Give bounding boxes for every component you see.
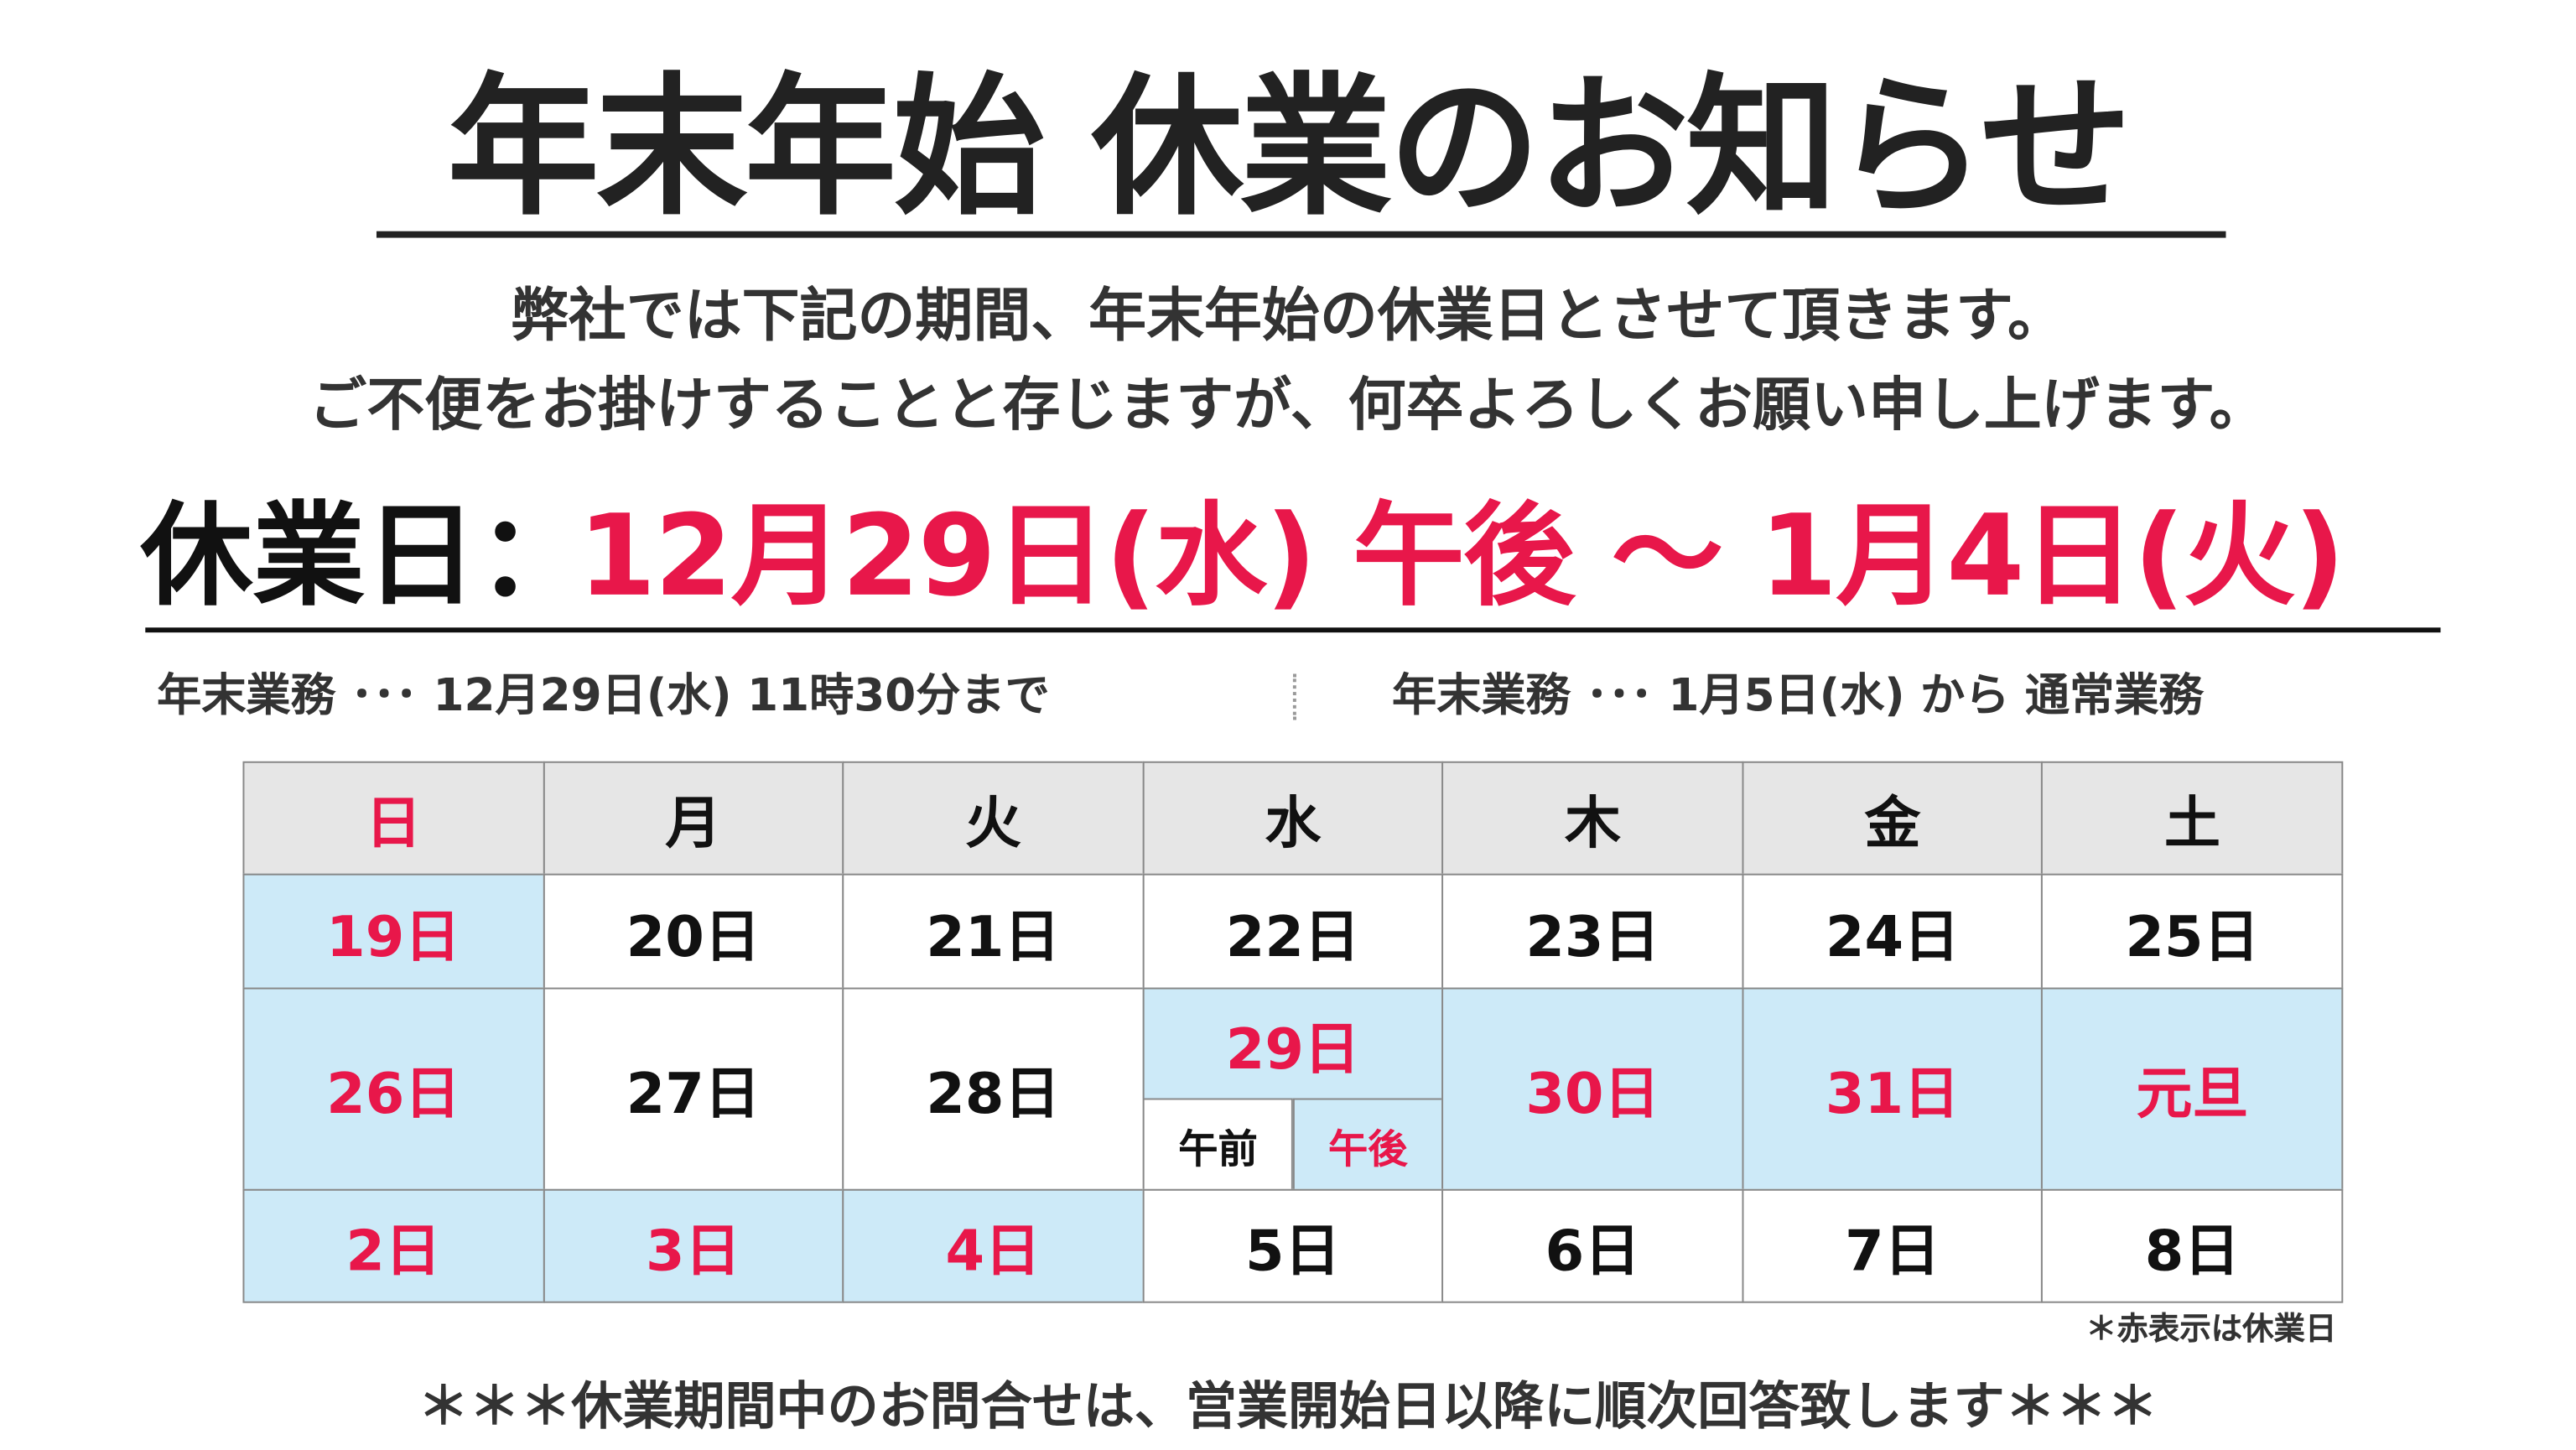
- calendar-cell: 24日: [1742, 873, 2044, 990]
- calendar-cell: 木: [1441, 761, 1744, 876]
- calendar-cell: 28日: [842, 987, 1145, 1191]
- intro-line: 弊社では下記の期間、年末年始の休業日とさせて頂きます。: [510, 283, 2065, 351]
- calendar-cell: 30日: [1441, 987, 1744, 1191]
- calendar-cell: 午前: [1142, 1098, 1294, 1191]
- calendar-cell: 日: [242, 761, 544, 876]
- calendar-cell: 25日: [2041, 873, 2344, 990]
- calendar-cell: 21日: [842, 873, 1145, 990]
- title-underline: [376, 231, 2226, 238]
- calendar-cell: 午後: [1291, 1098, 1444, 1191]
- calendar-cell: 19日: [242, 873, 544, 990]
- calendar-cell: 6日: [1441, 1188, 1744, 1303]
- calendar-cell: 20日: [543, 873, 844, 990]
- calendar-cell: 水: [1142, 761, 1444, 876]
- legend: ＊赤表示は休業日: [2085, 1311, 2337, 1348]
- closure-period: 12月29日(水) 午後 ～ 1月4日(火): [578, 491, 2345, 623]
- calendar-cell: 31日: [1742, 987, 2044, 1191]
- calendar-cell: 29日: [1142, 987, 1444, 1100]
- note: 年末業務 ･･･ 12月29日(水) 11時30分まで: [157, 670, 1050, 722]
- calendar-cell: 月: [543, 761, 844, 876]
- title: 年末年始 休業のお知らせ: [447, 59, 2132, 236]
- calendar-cell: 22日: [1142, 873, 1444, 990]
- calendar-cell: 金: [1742, 761, 2044, 876]
- note: 年末業務 ･･･ 1月5日(水) から 通常業務: [1392, 670, 2204, 722]
- calendar-cell: 火: [842, 761, 1145, 876]
- footer: ＊＊＊休業期間中のお問合せは、営業開始日以降に順次回答致します＊＊＊: [418, 1377, 2158, 1437]
- calendar-cell: 5日: [1142, 1188, 1444, 1303]
- calendar-cell: 8日: [2041, 1188, 2344, 1303]
- closure-label: 休業日：: [140, 491, 590, 623]
- calendar-cell: 3日: [543, 1188, 844, 1303]
- separator: [1292, 673, 1296, 720]
- intro-line: ご不便をお掛けすることと存じますが、何卒よろしくお願い申し上げます。: [309, 373, 2267, 439]
- closure-underline: [145, 627, 2441, 633]
- calendar-cell: 土: [2041, 761, 2344, 876]
- calendar-cell: 26日: [242, 987, 544, 1191]
- calendar-cell: 2日: [242, 1188, 544, 1303]
- calendar-cell: 27日: [543, 987, 844, 1191]
- calendar-cell: 4日: [842, 1188, 1145, 1303]
- calendar-cell: 7日: [1742, 1188, 2044, 1303]
- calendar-cell: 23日: [1441, 873, 1744, 990]
- calendar-cell: 元旦: [2041, 987, 2344, 1191]
